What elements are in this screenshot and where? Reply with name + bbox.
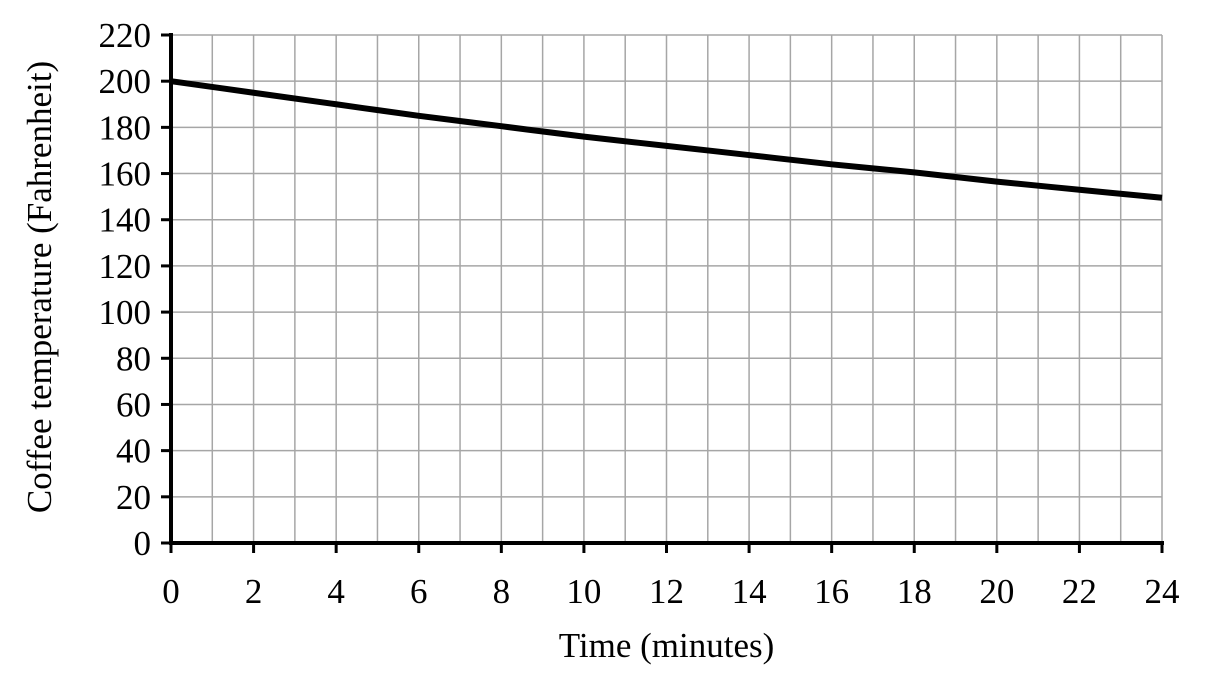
x-tick-label: 0: [162, 572, 180, 611]
series-lines: [170, 78, 1163, 201]
y-tick-label: 200: [99, 62, 152, 101]
y-tick-label: 20: [116, 478, 151, 517]
grid-lines: [171, 34, 1163, 543]
y-tick-label: 100: [99, 293, 152, 332]
x-tick-label: 10: [566, 572, 601, 611]
y-tick-label: 180: [99, 108, 152, 147]
x-tick-label: 18: [897, 572, 932, 611]
y-tick-label: 160: [99, 155, 152, 194]
series-line: [170, 78, 1163, 201]
x-tick-label: 14: [732, 572, 767, 611]
y-axis-title: Coffee temperature (Fahrenheit): [20, 61, 59, 513]
x-tick-label: 8: [493, 572, 511, 611]
x-tick-label: 20: [979, 572, 1014, 611]
x-tick-label: 22: [1062, 572, 1097, 611]
x-tick-label: 2: [245, 572, 263, 611]
y-tick-label: 120: [99, 247, 152, 286]
y-tick-label: 60: [116, 385, 151, 424]
y-tick-label: 220: [99, 16, 152, 55]
x-tick-label: 4: [327, 572, 345, 611]
x-tick-label: 12: [649, 572, 684, 611]
y-tick-label: 80: [116, 339, 151, 378]
x-tick-label: 16: [814, 572, 849, 611]
x-tick-label: 24: [1145, 572, 1180, 611]
x-tick-label: 6: [410, 572, 428, 611]
y-tick-label: 40: [116, 432, 151, 471]
y-tick-label: 0: [134, 524, 152, 563]
y-tick-label: 140: [99, 201, 152, 240]
x-axis-title: Time (minutes): [559, 626, 775, 665]
